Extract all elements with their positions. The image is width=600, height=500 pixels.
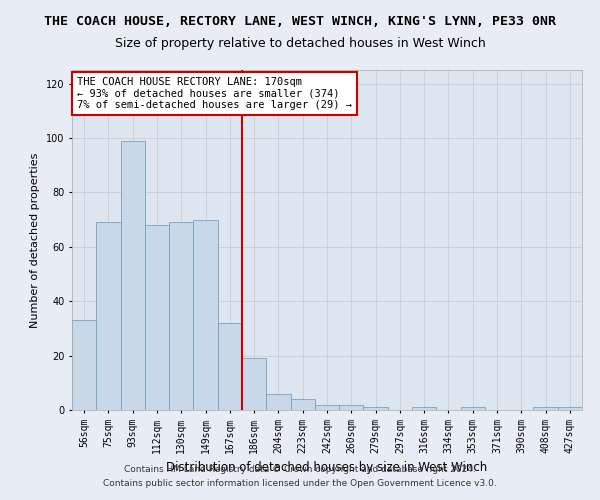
- Text: THE COACH HOUSE RECTORY LANE: 170sqm
← 93% of detached houses are smaller (374)
: THE COACH HOUSE RECTORY LANE: 170sqm ← 9…: [77, 77, 352, 110]
- Bar: [218, 323, 242, 410]
- Bar: [266, 394, 290, 410]
- Bar: [533, 408, 558, 410]
- Bar: [412, 408, 436, 410]
- Bar: [121, 140, 145, 410]
- Text: THE COACH HOUSE, RECTORY LANE, WEST WINCH, KING'S LYNN, PE33 0NR: THE COACH HOUSE, RECTORY LANE, WEST WINC…: [44, 15, 556, 28]
- Bar: [339, 404, 364, 410]
- Bar: [72, 320, 96, 410]
- Bar: [558, 408, 582, 410]
- Bar: [169, 222, 193, 410]
- Text: Contains HM Land Registry data © Crown copyright and database right 2024.
Contai: Contains HM Land Registry data © Crown c…: [103, 466, 497, 487]
- Bar: [145, 225, 169, 410]
- Bar: [290, 399, 315, 410]
- Bar: [364, 408, 388, 410]
- Bar: [193, 220, 218, 410]
- Bar: [96, 222, 121, 410]
- Text: Size of property relative to detached houses in West Winch: Size of property relative to detached ho…: [115, 38, 485, 51]
- Bar: [461, 408, 485, 410]
- X-axis label: Distribution of detached houses by size in West Winch: Distribution of detached houses by size …: [166, 461, 488, 474]
- Bar: [242, 358, 266, 410]
- Y-axis label: Number of detached properties: Number of detached properties: [31, 152, 40, 328]
- Bar: [315, 404, 339, 410]
